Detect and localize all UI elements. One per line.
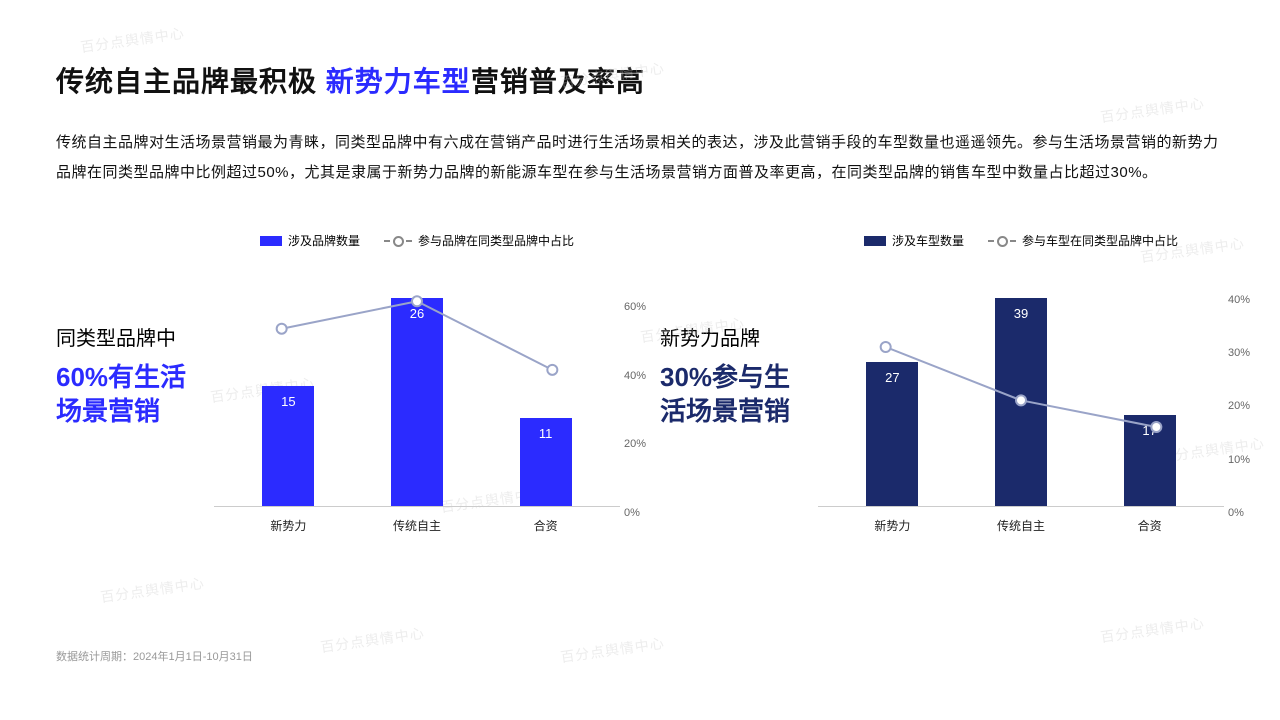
body-paragraph: 传统自主品牌对生活场景营销最为青睐，同类型品牌中有六成在营销产品时进行生活场景相…: [56, 128, 1224, 188]
legend-line-item: 参与车型在同类型品牌中占比: [988, 232, 1178, 249]
legend-bar-label: 涉及品牌数量: [288, 232, 360, 249]
y-tick: 10%: [1228, 454, 1250, 466]
bar-wrap: 39: [991, 298, 1051, 506]
bar-value-label: 26: [391, 306, 443, 321]
chart-left-side-label: 同类型品牌中 60%有生活场景营销: [56, 232, 206, 534]
chart-left-xlabels: 新势力 传统自主 合资: [214, 507, 620, 534]
legend-bar-swatch: [260, 236, 282, 246]
x-label: 传统自主: [387, 517, 447, 534]
left-side-line2: 60%有生活场景营销: [56, 361, 206, 429]
legend-line-item: 参与品牌在同类型品牌中占比: [384, 232, 574, 249]
bar: 15: [262, 386, 314, 506]
watermark: 百分点舆情中心: [559, 633, 666, 667]
y-tick: 60%: [624, 301, 646, 313]
x-label: 新势力: [258, 517, 318, 534]
title-part1: 传统自主品牌最积极: [56, 66, 317, 97]
right-side-line1: 新势力品牌: [660, 322, 810, 351]
watermark: 百分点舆情中心: [79, 23, 186, 57]
bar-wrap: 15: [258, 386, 318, 506]
y-tick: 40%: [624, 370, 646, 382]
bar-value-label: 27: [866, 370, 918, 385]
y-tick: 30%: [1228, 347, 1250, 359]
chart-left-legend: 涉及品牌数量 参与品牌在同类型品牌中占比: [214, 232, 620, 249]
legend-line-label: 参与车型在同类型品牌中占比: [1022, 232, 1178, 249]
chart-right-block: 新势力品牌 30%参与生活场景营销 涉及车型数量 参与车型在同类型品牌中占比 0…: [660, 232, 1224, 534]
x-label: 合资: [1120, 517, 1180, 534]
chart-right-side-label: 新势力品牌 30%参与生活场景营销: [660, 232, 810, 534]
y-tick: 40%: [1228, 294, 1250, 306]
legend-line-swatch: [384, 240, 412, 242]
y-tick: 0%: [1228, 507, 1244, 519]
chart-right-yaxis: 0%10%20%30%40%: [1228, 267, 1268, 507]
chart-right-legend: 涉及车型数量 参与车型在同类型品牌中占比: [818, 232, 1224, 249]
x-label: 传统自主: [991, 517, 1051, 534]
legend-line-label: 参与品牌在同类型品牌中占比: [418, 232, 574, 249]
chart-left-plot: 0%20%40%60% 152611: [214, 267, 620, 507]
legend-bar-item: 涉及车型数量: [864, 232, 964, 249]
y-tick: 20%: [624, 438, 646, 450]
bar-value-label: 15: [262, 394, 314, 409]
legend-bar-swatch: [864, 236, 886, 246]
title-part3: 营销普及率高: [471, 66, 645, 97]
bar-value-label: 39: [995, 306, 1047, 321]
bar-value-label: 17: [1124, 423, 1176, 438]
legend-line-swatch: [988, 240, 1016, 242]
bar: 17: [1124, 415, 1176, 506]
right-side-line2: 30%参与生活场景营销: [660, 361, 810, 429]
chart-left-block: 同类型品牌中 60%有生活场景营销 涉及品牌数量 参与品牌在同类型品牌中占比 0…: [56, 232, 620, 534]
x-label: 合资: [516, 517, 576, 534]
bar-wrap: 27: [862, 362, 922, 506]
footnote: 数据统计周期：2024年1月1日-10月31日: [56, 648, 253, 664]
title-part2-accent: 新势力车型: [326, 66, 471, 97]
bar-wrap: 11: [516, 418, 576, 506]
bar: 11: [520, 418, 572, 506]
bar-wrap: 17: [1120, 415, 1180, 506]
watermark: 百分点舆情中心: [319, 623, 426, 657]
bar-wrap: 26: [387, 298, 447, 506]
chart-right: 涉及车型数量 参与车型在同类型品牌中占比 0%10%20%30%40% 2739…: [818, 232, 1224, 534]
legend-bar-item: 涉及品牌数量: [260, 232, 360, 249]
legend-bar-label: 涉及车型数量: [892, 232, 964, 249]
chart-left: 涉及品牌数量 参与品牌在同类型品牌中占比 0%20%40%60% 152611 …: [214, 232, 620, 534]
bar: 27: [866, 362, 918, 506]
left-side-line1: 同类型品牌中: [56, 322, 206, 351]
bar: 39: [995, 298, 1047, 506]
charts-row: 同类型品牌中 60%有生活场景营销 涉及品牌数量 参与品牌在同类型品牌中占比 0…: [56, 232, 1224, 534]
y-tick: 20%: [1228, 400, 1250, 412]
chart-left-yaxis: 0%20%40%60%: [624, 267, 664, 507]
bar-value-label: 11: [520, 426, 572, 441]
bar: 26: [391, 298, 443, 506]
page-title: 传统自主品牌最积极 新势力车型营销普及率高: [56, 60, 1224, 100]
chart-right-plot: 0%10%20%30%40% 273917: [818, 267, 1224, 507]
chart-right-xlabels: 新势力 传统自主 合资: [818, 507, 1224, 534]
watermark: 百分点舆情中心: [1099, 613, 1206, 647]
x-label: 新势力: [862, 517, 922, 534]
watermark: 百分点舆情中心: [99, 573, 206, 607]
y-tick: 0%: [624, 507, 640, 519]
